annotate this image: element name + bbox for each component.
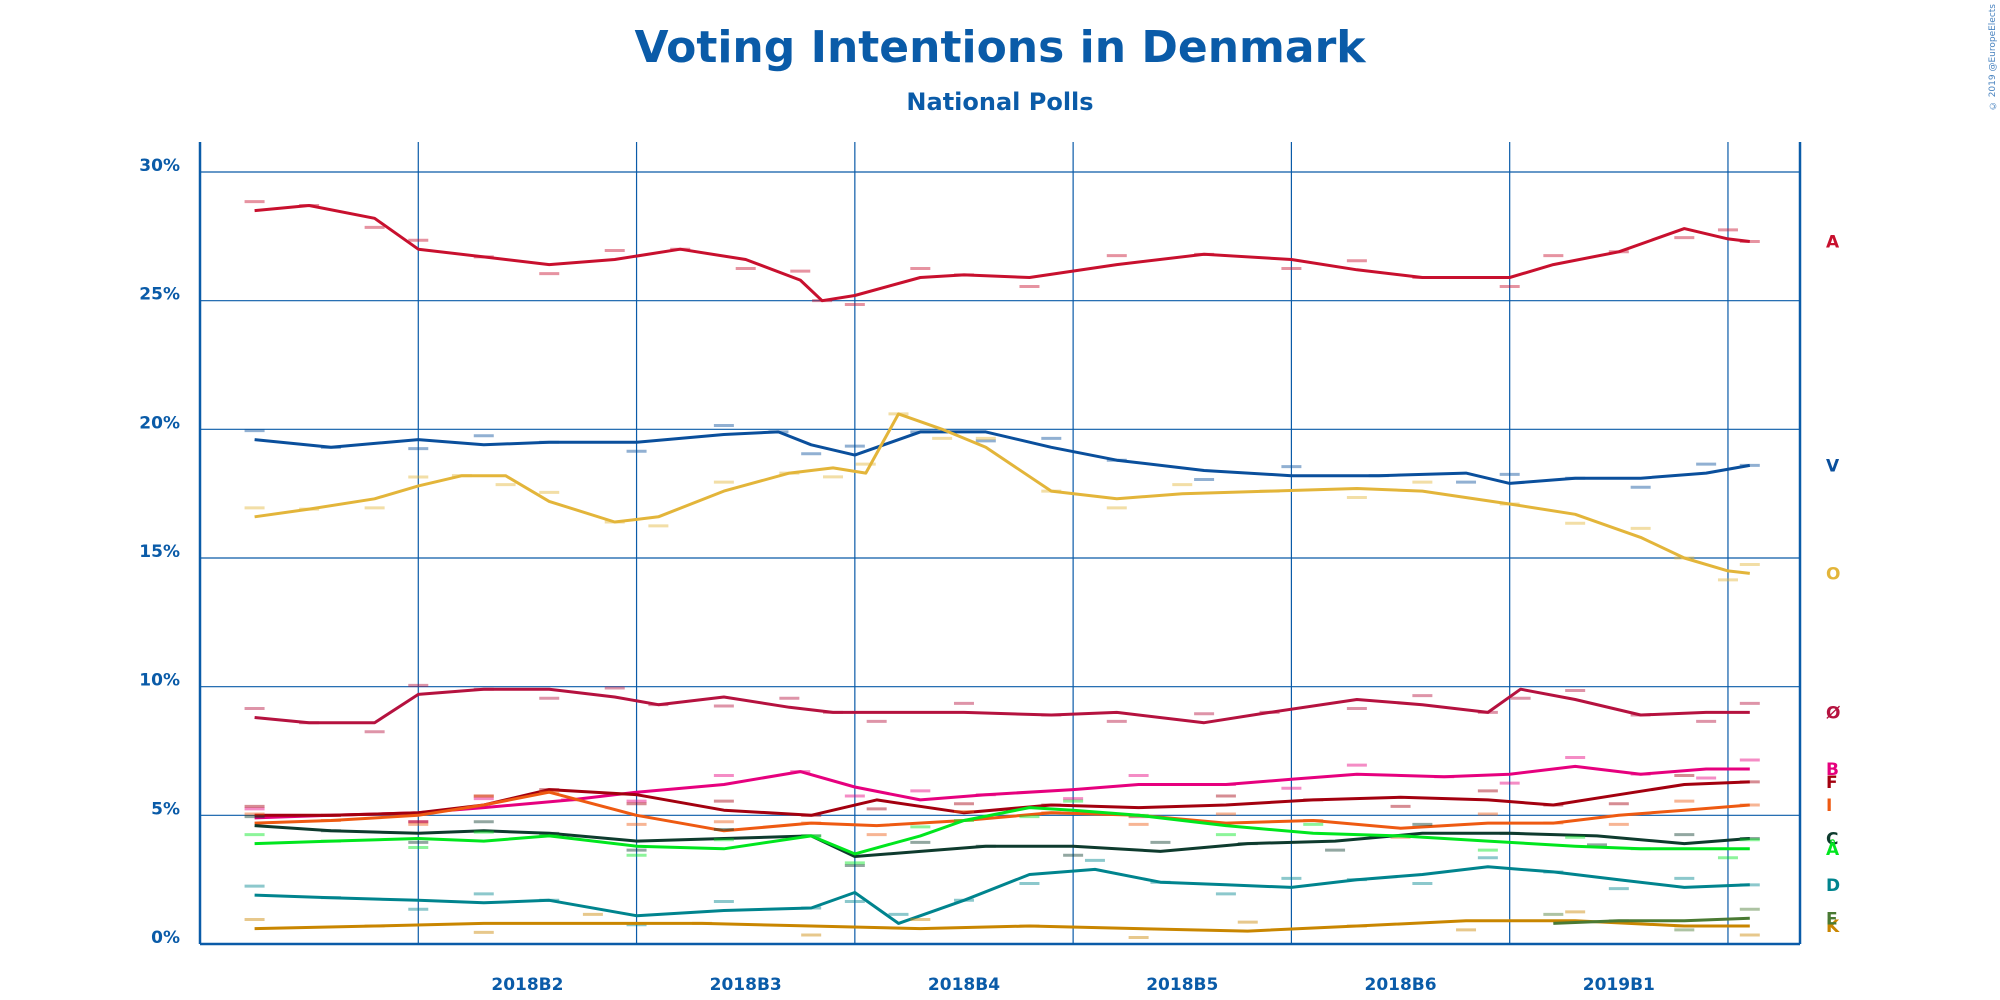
- series-line-K: [254, 919, 1750, 933]
- chart-subtitle: National Polls: [906, 88, 1094, 116]
- series-label-D: D: [1826, 876, 1840, 896]
- series-line-V: [254, 430, 1751, 485]
- x-axis-ticks: 2018B2 2018B3 2018B4 2018B5 2018B6 2019B1: [491, 975, 1655, 995]
- series-label-A: A: [1826, 232, 1840, 252]
- series-line-D: [254, 865, 1750, 925]
- series-line-E: [1553, 916, 1750, 925]
- series-line-Å: [254, 806, 1750, 856]
- x-tick-label: 2018B2: [491, 975, 563, 995]
- chart-title: Voting Intentions in Denmark: [634, 22, 1366, 73]
- series-label-K: K: [1826, 917, 1840, 937]
- x-tick-label: 2019B1: [1583, 975, 1655, 995]
- series-label-B: B: [1826, 760, 1839, 780]
- series-line-I: [254, 790, 1750, 833]
- y-tick-label: 10%: [139, 671, 180, 691]
- series-label-I: I: [1826, 796, 1832, 816]
- series-label-Ø: Ø: [1826, 703, 1840, 723]
- x-tick-label: 2018B5: [1146, 975, 1218, 995]
- series-label-C: C: [1826, 829, 1838, 849]
- series-line-B: [254, 764, 1750, 820]
- x-tick-label: 2018B6: [1364, 975, 1436, 995]
- y-tick-label: 25%: [139, 285, 180, 305]
- series-label-E: E: [1826, 909, 1838, 929]
- y-tick-label: 30%: [139, 156, 180, 176]
- y-tick-label: 5%: [151, 799, 180, 819]
- series-line-C: [254, 824, 1750, 858]
- grid-lines: [200, 142, 1800, 945]
- series-line-A: [254, 204, 1750, 303]
- series-line-O: [254, 412, 1750, 575]
- y-tick-label: 0%: [151, 928, 180, 948]
- x-tick-label: 2018B4: [928, 975, 1000, 995]
- y-axis-ticks: 0% 5% 10% 15% 20% 25% 30%: [139, 156, 180, 948]
- series-label-O: O: [1826, 564, 1840, 584]
- series-label-Å: Å: [1826, 837, 1840, 860]
- series-label-F: F: [1826, 773, 1838, 793]
- y-tick-label: 20%: [139, 413, 180, 433]
- series-label-V: V: [1826, 456, 1840, 476]
- y-tick-label: 15%: [139, 542, 180, 562]
- series-line-Ø: [254, 687, 1750, 725]
- x-tick-label: 2018B3: [710, 975, 782, 995]
- series-lines: [244, 200, 1760, 940]
